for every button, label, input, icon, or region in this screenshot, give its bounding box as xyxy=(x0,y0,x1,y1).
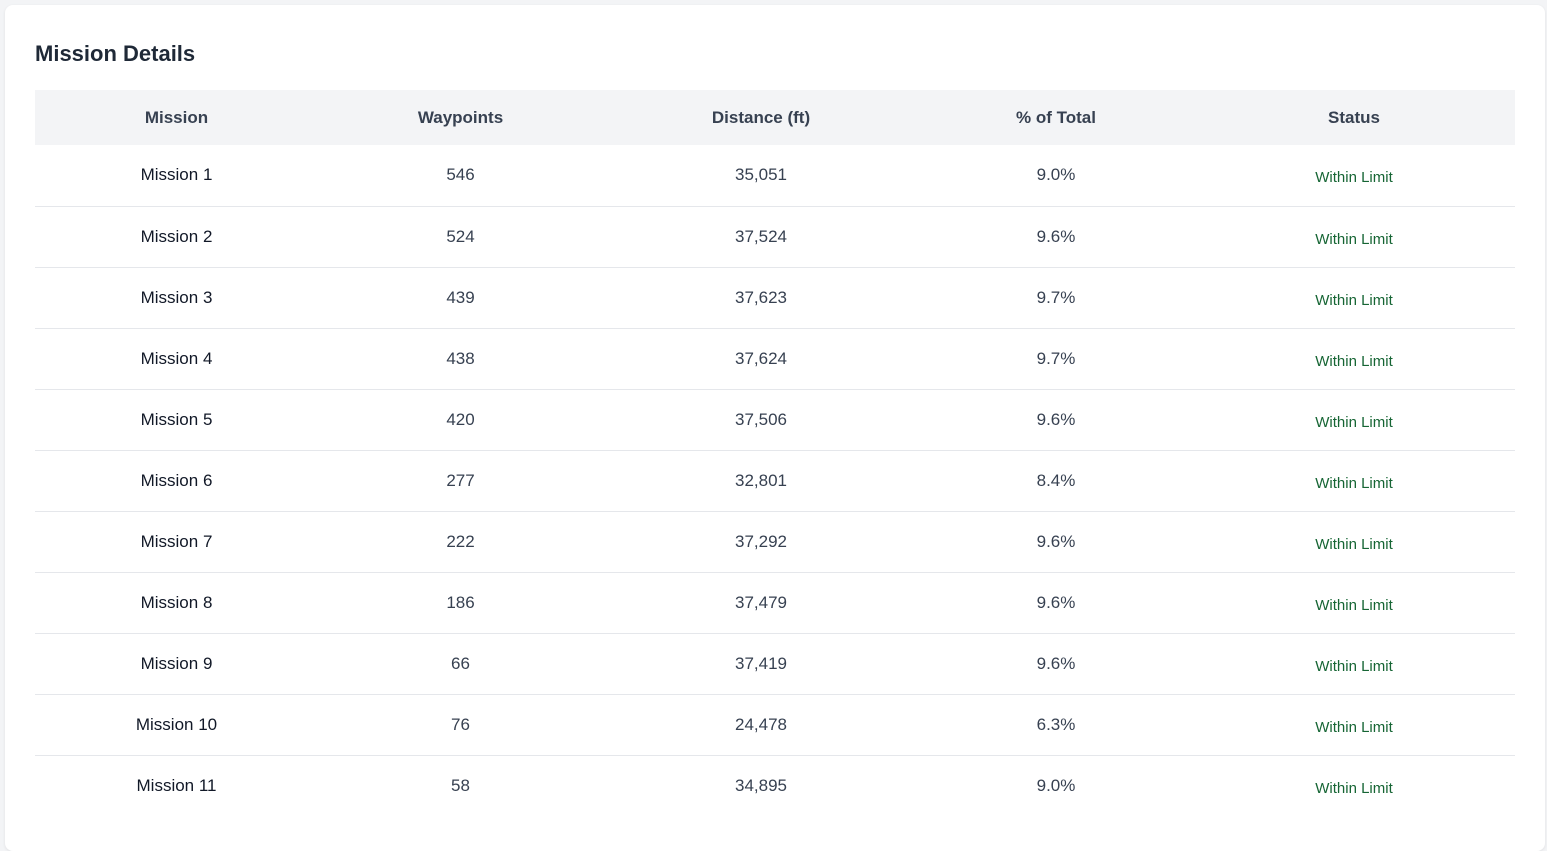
distance-cell: 34,895 xyxy=(735,775,787,795)
waypoints-cell: 420 xyxy=(446,409,475,429)
mission-cell: Mission 8 xyxy=(140,592,213,612)
status-cell: Within Limit xyxy=(1193,206,1515,267)
distance-cell: 37,506 xyxy=(735,409,787,429)
percent-cell: 9.6% xyxy=(1036,409,1076,429)
table-row: Mission 9 66 37,419 9.6% Within Limit xyxy=(35,633,1515,694)
table-row: Mission 5 420 37,506 9.6% Within Limit xyxy=(35,389,1515,450)
percent-cell: 9.0% xyxy=(1036,165,1076,185)
waypoints-cell: 186 xyxy=(446,592,475,612)
table-row: Mission 11 58 34,895 9.0% Within Limit xyxy=(35,755,1515,816)
table-row: Mission 4 438 37,624 9.7% Within Limit xyxy=(35,328,1515,389)
waypoints-cell: 439 xyxy=(446,287,475,307)
distance-cell: 24,478 xyxy=(735,714,787,734)
percent-cell: 8.4% xyxy=(1036,470,1076,490)
distance-cell: 37,292 xyxy=(735,531,787,551)
table-body: Mission 1 546 35,051 9.0% Within Limit M… xyxy=(35,145,1515,816)
waypoints-cell: 76 xyxy=(451,714,470,734)
mission-cell: Mission 1 xyxy=(140,165,213,185)
status-badge: Within Limit xyxy=(1315,596,1393,614)
table-header-row: Mission Waypoints Distance (ft) % of Tot… xyxy=(35,90,1515,145)
status-badge: Within Limit xyxy=(1315,230,1393,248)
mission-cell: Mission 3 xyxy=(140,287,213,307)
mission-cell: Mission 5 xyxy=(140,409,213,429)
mission-cell: Mission 4 xyxy=(140,348,213,368)
mission-cell: Mission 11 xyxy=(136,775,217,795)
column-header-status: Status xyxy=(1328,107,1380,127)
distance-cell: 37,479 xyxy=(735,592,787,612)
waypoints-cell: 66 xyxy=(451,653,470,673)
status-cell: Within Limit xyxy=(1193,694,1515,755)
waypoints-cell: 438 xyxy=(446,348,475,368)
distance-cell: 37,524 xyxy=(735,226,787,246)
waypoints-cell: 524 xyxy=(446,226,475,246)
column-header-waypoints: Waypoints xyxy=(417,107,504,127)
distance-cell: 35,051 xyxy=(735,165,787,185)
status-badge: Within Limit xyxy=(1315,352,1393,370)
distance-cell: 37,624 xyxy=(735,348,787,368)
table-row: Mission 3 439 37,623 9.7% Within Limit xyxy=(35,267,1515,328)
column-header-distance: Distance (ft) xyxy=(711,107,811,127)
waypoints-cell: 222 xyxy=(446,531,475,551)
page-title: Mission Details xyxy=(35,41,196,66)
mission-cell: Mission 6 xyxy=(140,470,213,490)
percent-cell: 9.0% xyxy=(1036,775,1076,795)
status-badge: Within Limit xyxy=(1315,657,1393,675)
status-cell: Within Limit xyxy=(1193,389,1515,450)
status-badge: Within Limit xyxy=(1315,535,1393,553)
status-cell: Within Limit xyxy=(1193,755,1515,816)
status-cell: Within Limit xyxy=(1193,633,1515,694)
mission-details-card: Mission Details Mission Waypoints Distan… xyxy=(5,5,1545,851)
status-cell: Within Limit xyxy=(1193,450,1515,511)
status-cell: Within Limit xyxy=(1193,267,1515,328)
status-badge: Within Limit xyxy=(1315,779,1393,797)
status-cell: Within Limit xyxy=(1193,572,1515,633)
table-row: Mission 8 186 37,479 9.6% Within Limit xyxy=(35,572,1515,633)
table-row: Mission 7 222 37,292 9.6% Within Limit xyxy=(35,511,1515,572)
percent-cell: 9.6% xyxy=(1036,226,1076,246)
mission-cell: Mission 9 xyxy=(140,653,213,673)
waypoints-cell: 546 xyxy=(446,165,475,185)
mission-cell: Mission 7 xyxy=(140,531,213,551)
percent-cell: 9.6% xyxy=(1036,653,1076,673)
column-header-percent: % of Total xyxy=(1016,107,1096,127)
percent-cell: 9.7% xyxy=(1036,287,1076,307)
table-row: Mission 10 76 24,478 6.3% Within Limit xyxy=(35,694,1515,755)
status-cell: Within Limit xyxy=(1193,145,1515,206)
mission-cell: Mission 2 xyxy=(140,226,213,246)
waypoints-cell: 58 xyxy=(451,775,470,795)
status-badge: Within Limit xyxy=(1315,413,1393,431)
percent-cell: 9.6% xyxy=(1036,592,1076,612)
percent-cell: 9.6% xyxy=(1036,531,1076,551)
table-row: Mission 1 546 35,051 9.0% Within Limit xyxy=(35,145,1515,206)
percent-cell: 6.3% xyxy=(1036,714,1076,734)
percent-cell: 9.7% xyxy=(1036,348,1076,368)
mission-cell: Mission 10 xyxy=(135,714,218,734)
status-cell: Within Limit xyxy=(1193,511,1515,572)
distance-cell: 37,623 xyxy=(735,287,787,307)
table-row: Mission 6 277 32,801 8.4% Within Limit xyxy=(35,450,1515,511)
distance-cell: 37,419 xyxy=(735,653,787,673)
status-badge: Within Limit xyxy=(1315,474,1393,492)
status-badge: Within Limit xyxy=(1315,718,1393,736)
status-badge: Within Limit xyxy=(1315,291,1393,309)
status-cell: Within Limit xyxy=(1193,328,1515,389)
column-header-mission: Mission xyxy=(144,107,209,127)
waypoints-cell: 277 xyxy=(446,470,475,490)
distance-cell: 32,801 xyxy=(735,470,787,490)
mission-table: Mission Waypoints Distance (ft) % of Tot… xyxy=(35,90,1515,816)
table-row: Mission 2 524 37,524 9.6% Within Limit xyxy=(35,206,1515,267)
status-badge: Within Limit xyxy=(1315,169,1393,187)
